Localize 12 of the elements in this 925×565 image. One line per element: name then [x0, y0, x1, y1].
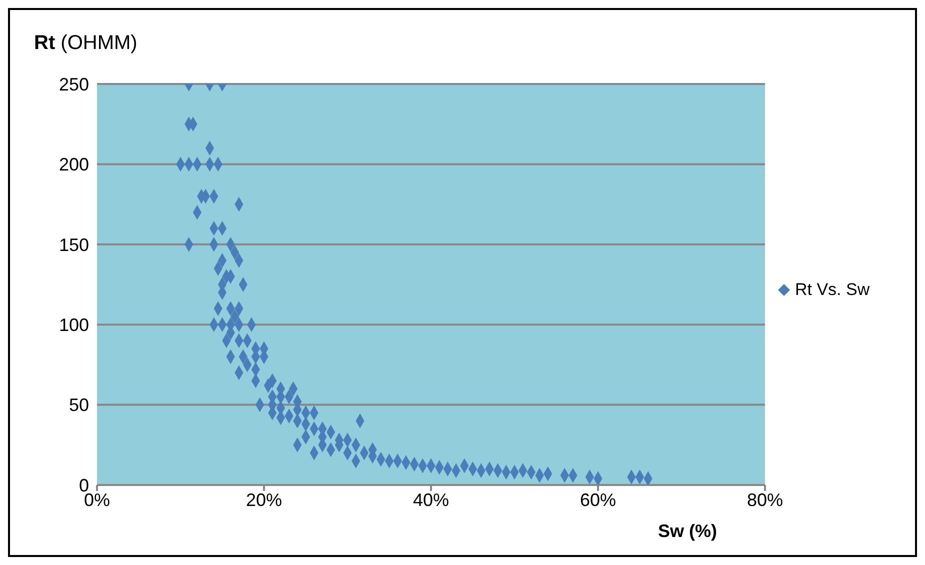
y-axis-title: Rt (OHMM) [34, 32, 138, 55]
x-tick-label: 20% [246, 490, 282, 510]
x-tick-label: 80% [746, 490, 784, 510]
y-tick-label: 100 [58, 314, 89, 335]
y-tick-label: 50 [68, 395, 89, 416]
y-tick-label: 250 [58, 74, 89, 94]
y-tick-label: 200 [58, 154, 89, 175]
legend-label: Rt Vs. Sw [795, 280, 870, 300]
x-axis-title: Sw (%) [658, 521, 717, 541]
y-tick-label: 150 [58, 234, 89, 255]
x-tick-label: 60% [580, 490, 616, 510]
x-tick-label: 40% [412, 490, 450, 510]
